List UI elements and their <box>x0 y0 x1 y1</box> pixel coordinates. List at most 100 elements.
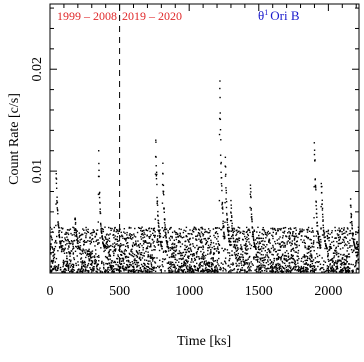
data-point <box>321 199 323 202</box>
data-point <box>207 253 209 255</box>
data-point <box>118 269 120 272</box>
data-point <box>216 261 219 263</box>
data-point <box>256 268 258 270</box>
data-point <box>126 231 128 234</box>
data-point <box>349 230 351 232</box>
data-point <box>127 265 129 267</box>
data-point <box>352 233 354 235</box>
data-point <box>80 258 82 260</box>
data-point <box>145 259 148 262</box>
data-point <box>75 229 77 232</box>
data-point <box>348 256 351 258</box>
data-point <box>112 265 115 268</box>
data-point <box>295 266 297 268</box>
data-point <box>143 263 146 265</box>
data-point <box>60 240 63 242</box>
data-point <box>148 267 151 270</box>
data-point <box>153 257 156 259</box>
data-point <box>210 270 212 273</box>
data-point <box>50 265 53 267</box>
data-point <box>135 243 137 245</box>
data-point <box>96 271 98 273</box>
data-point <box>313 153 316 156</box>
data-point <box>114 268 116 270</box>
data-point <box>295 247 297 249</box>
data-point <box>117 254 119 256</box>
data-point <box>314 159 316 161</box>
data-point <box>338 234 340 236</box>
data-point <box>321 207 324 210</box>
data-point <box>201 254 204 256</box>
data-point <box>174 231 176 234</box>
data-point <box>174 243 176 245</box>
data-point <box>270 264 273 267</box>
data-point <box>121 251 124 253</box>
data-point <box>170 256 173 258</box>
data-point <box>307 268 309 270</box>
data-point <box>205 239 207 242</box>
data-point <box>311 245 313 248</box>
data-point <box>159 269 162 271</box>
data-point <box>77 242 79 245</box>
data-point <box>261 232 263 235</box>
data-point <box>333 268 335 271</box>
data-point <box>151 270 153 273</box>
data-point <box>317 261 319 263</box>
data-point <box>123 270 125 272</box>
data-point <box>250 265 252 268</box>
data-point <box>337 229 339 231</box>
data-point <box>326 234 328 237</box>
data-point <box>293 227 295 229</box>
data-point <box>290 249 293 251</box>
data-point <box>119 245 121 248</box>
data-point <box>346 234 349 236</box>
data-point <box>75 234 78 237</box>
data-point <box>208 270 210 273</box>
data-point <box>125 245 127 248</box>
data-point <box>83 262 85 264</box>
data-point <box>342 254 344 256</box>
data-point <box>276 239 278 241</box>
data-point <box>212 264 214 266</box>
data-point <box>284 264 287 267</box>
data-point <box>342 247 344 249</box>
data-point <box>178 235 181 237</box>
data-point <box>50 266 53 268</box>
data-point <box>348 242 350 245</box>
data-point <box>128 226 131 229</box>
data-point <box>170 226 172 229</box>
data-point <box>61 271 63 273</box>
data-point <box>242 239 244 241</box>
data-point <box>355 254 358 257</box>
data-point <box>211 262 214 265</box>
data-point <box>229 254 231 257</box>
data-point <box>123 250 126 252</box>
data-point <box>191 229 194 232</box>
data-point <box>216 259 219 261</box>
data-point <box>267 248 270 250</box>
data-point <box>55 177 57 179</box>
data-point <box>200 264 202 267</box>
data-point <box>292 235 295 237</box>
data-point <box>260 240 263 242</box>
data-point <box>67 240 69 242</box>
data-point <box>244 235 246 238</box>
data-point <box>217 263 219 265</box>
data-point <box>271 260 273 263</box>
data-point <box>323 233 325 235</box>
data-point <box>306 269 308 271</box>
data-point <box>245 244 247 246</box>
data-point <box>111 267 113 269</box>
data-point <box>99 222 102 225</box>
data-point <box>289 232 292 235</box>
data-point <box>98 191 101 194</box>
data-point <box>189 243 192 245</box>
data-point <box>224 175 227 177</box>
data-point <box>248 264 250 266</box>
data-point <box>135 269 137 272</box>
data-point <box>307 251 310 254</box>
data-point <box>145 228 147 231</box>
data-point <box>215 250 218 252</box>
data-point <box>323 271 325 273</box>
data-point <box>337 267 339 270</box>
